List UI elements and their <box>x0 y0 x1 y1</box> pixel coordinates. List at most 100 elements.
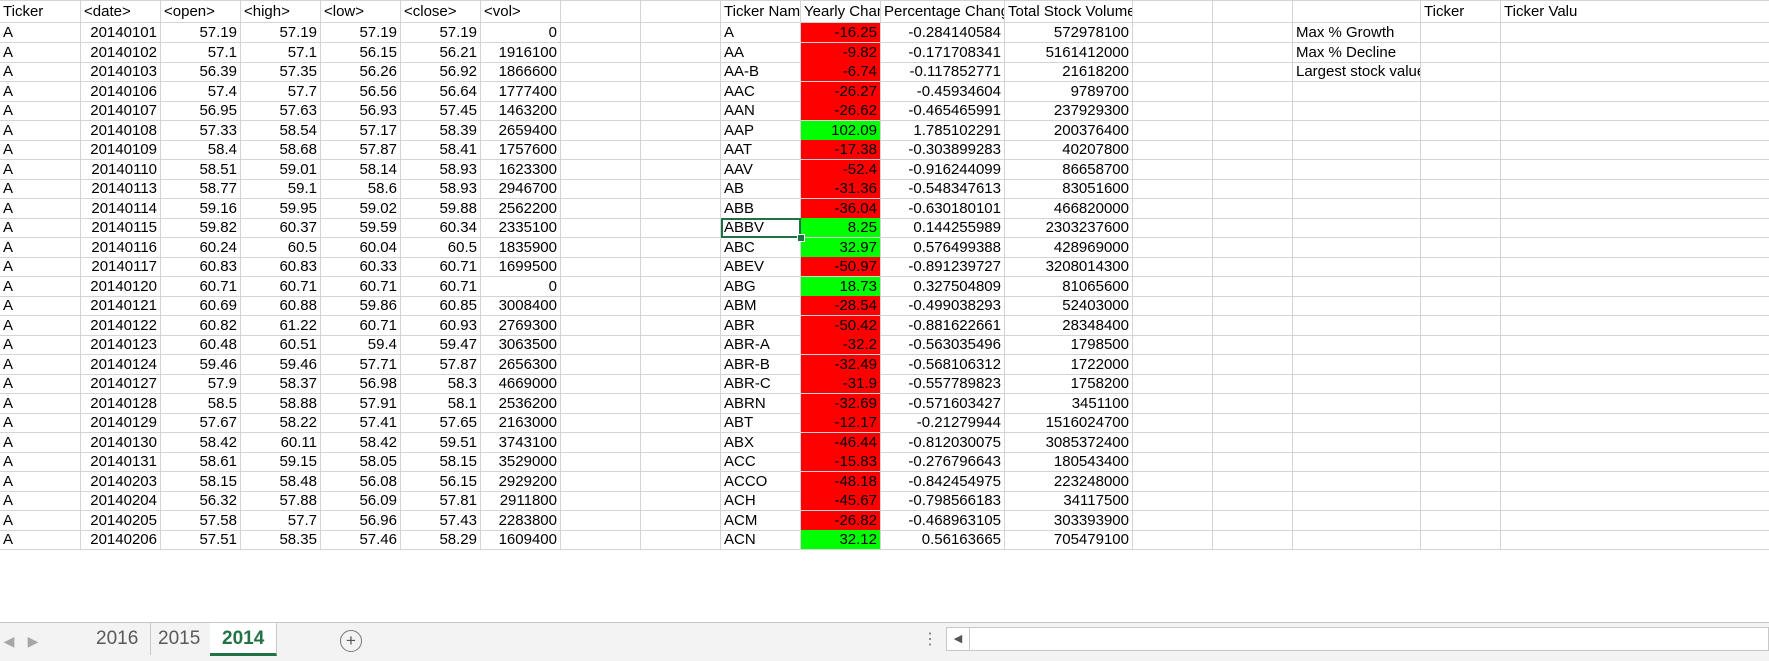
stats-value-cell[interactable] <box>1501 355 1769 375</box>
empty-cell[interactable] <box>1293 335 1421 355</box>
empty-cell[interactable] <box>1133 62 1213 82</box>
close-cell[interactable]: 58.15 <box>401 452 481 472</box>
header-yearly-change[interactable]: Yearly Chang <box>801 1 881 23</box>
close-cell[interactable]: 57.45 <box>401 101 481 121</box>
header-stats-ticker[interactable]: Ticker <box>1421 1 1501 23</box>
low-cell[interactable]: 59.02 <box>321 198 401 219</box>
date-cell[interactable]: 20140113 <box>81 179 161 199</box>
stats-value-cell[interactable] <box>1501 121 1769 141</box>
stats-value-cell[interactable] <box>1501 335 1769 355</box>
vol-cell[interactable]: 3743100 <box>481 432 561 453</box>
stats-ticker-cell[interactable] <box>1421 471 1501 492</box>
close-cell[interactable]: 58.93 <box>401 159 481 180</box>
percentage-change-cell[interactable]: -0.465465991 <box>881 101 1005 121</box>
total-volume-cell[interactable]: 1758200 <box>1005 374 1133 394</box>
empty-cell[interactable] <box>561 179 641 199</box>
percentage-change-cell[interactable]: -0.812030075 <box>881 432 1005 453</box>
sheet-tab-2014[interactable]: 2014 <box>210 623 278 656</box>
percentage-change-cell[interactable]: 0.576499388 <box>881 237 1005 258</box>
vol-cell[interactable]: 2335100 <box>481 218 561 238</box>
empty-cell[interactable] <box>1293 393 1421 414</box>
low-cell[interactable]: 60.71 <box>321 276 401 297</box>
percentage-change-cell[interactable]: 1.785102291 <box>881 120 1005 141</box>
date-cell[interactable]: 20140204 <box>81 491 161 511</box>
empty-cell[interactable] <box>561 276 641 297</box>
yearly-change-cell[interactable]: 18.73 <box>801 276 881 297</box>
empty-cell[interactable] <box>1213 354 1293 375</box>
stats-value-cell[interactable] <box>1501 394 1769 414</box>
close-cell[interactable]: 57.65 <box>401 413 481 433</box>
ticker-cell[interactable]: A <box>0 354 81 375</box>
close-cell[interactable]: 58.39 <box>401 120 481 141</box>
header-low[interactable]: <low> <box>321 1 401 23</box>
date-cell[interactable]: 20140107 <box>81 101 161 121</box>
stats-value-cell[interactable] <box>1501 413 1769 433</box>
sheet-tab-2015[interactable]: 2015 <box>146 623 214 655</box>
ticker-cell[interactable]: A <box>0 374 81 394</box>
ticker-name-cell[interactable]: ACCO <box>721 471 801 492</box>
percentage-change-cell[interactable]: -0.881622661 <box>881 315 1005 336</box>
stats-value-cell[interactable] <box>1501 257 1769 277</box>
high-cell[interactable]: 58.68 <box>241 140 321 160</box>
ticker-cell[interactable]: A <box>0 393 81 414</box>
ticker-name-cell[interactable]: ABB <box>721 198 801 219</box>
high-cell[interactable]: 60.51 <box>241 335 321 355</box>
open-cell[interactable]: 58.77 <box>161 179 241 199</box>
high-cell[interactable]: 60.71 <box>241 276 321 297</box>
stats-value-cell[interactable] <box>1501 238 1769 258</box>
scrollbar-thumb[interactable] <box>971 631 1391 647</box>
stats-value-cell[interactable] <box>1501 160 1769 180</box>
date-cell[interactable]: 20140106 <box>81 81 161 102</box>
stats-ticker-cell[interactable] <box>1421 374 1501 394</box>
percentage-change-cell[interactable]: -0.568106312 <box>881 354 1005 375</box>
empty-cell[interactable] <box>1293 296 1421 316</box>
ticker-name-cell[interactable]: ABM <box>721 296 801 316</box>
high-cell[interactable]: 58.22 <box>241 413 321 433</box>
vol-cell[interactable]: 1699500 <box>481 257 561 277</box>
low-cell[interactable]: 57.91 <box>321 393 401 414</box>
percentage-change-cell[interactable]: -0.499038293 <box>881 296 1005 316</box>
open-cell[interactable]: 56.32 <box>161 491 241 511</box>
header-date[interactable]: <date> <box>81 1 161 23</box>
vol-cell[interactable]: 4669000 <box>481 374 561 394</box>
empty-cell[interactable] <box>641 335 721 355</box>
empty-cell[interactable] <box>641 354 721 375</box>
close-cell[interactable]: 58.41 <box>401 140 481 160</box>
empty-cell[interactable] <box>641 159 721 180</box>
empty-cell[interactable] <box>641 276 721 297</box>
high-cell[interactable]: 60.11 <box>241 432 321 453</box>
empty-cell[interactable] <box>1213 510 1293 531</box>
close-cell[interactable]: 57.81 <box>401 491 481 511</box>
high-cell[interactable]: 58.48 <box>241 471 321 492</box>
open-cell[interactable]: 56.39 <box>161 62 241 82</box>
stats-ticker-cell[interactable] <box>1421 432 1501 453</box>
empty-cell[interactable] <box>561 510 641 531</box>
vol-cell[interactable]: 1916100 <box>481 42 561 63</box>
stats-ticker-cell[interactable] <box>1421 159 1501 180</box>
empty-cell[interactable] <box>1213 120 1293 141</box>
stats-value-cell[interactable] <box>1501 43 1769 63</box>
sheet-tab-2016[interactable]: 2016 <box>84 623 152 655</box>
stats-value-cell[interactable] <box>1501 491 1769 511</box>
empty-cell[interactable] <box>1293 179 1421 199</box>
empty-cell[interactable] <box>1133 276 1213 297</box>
vol-cell[interactable]: 3063500 <box>481 335 561 355</box>
open-cell[interactable]: 57.33 <box>161 120 241 141</box>
ticker-name-cell[interactable]: ABRN <box>721 393 801 414</box>
empty-cell[interactable] <box>1213 315 1293 336</box>
stats-label-cell[interactable]: Max % Decline <box>1293 42 1421 63</box>
high-cell[interactable]: 58.54 <box>241 120 321 141</box>
empty-cell[interactable] <box>1133 179 1213 199</box>
header-ticker-name[interactable]: Ticker Name <box>721 1 801 23</box>
high-cell[interactable]: 59.1 <box>241 179 321 199</box>
ticker-cell[interactable]: A <box>0 81 81 102</box>
close-cell[interactable]: 60.71 <box>401 276 481 297</box>
high-cell[interactable]: 58.35 <box>241 530 321 550</box>
percentage-change-cell[interactable]: -0.45934604 <box>881 81 1005 102</box>
low-cell[interactable]: 56.96 <box>321 510 401 531</box>
empty-cell[interactable] <box>641 198 721 219</box>
low-cell[interactable]: 56.08 <box>321 471 401 492</box>
stats-ticker-cell[interactable] <box>1421 491 1501 511</box>
empty-cell[interactable] <box>1293 510 1421 531</box>
percentage-change-cell[interactable]: -0.276796643 <box>881 452 1005 472</box>
